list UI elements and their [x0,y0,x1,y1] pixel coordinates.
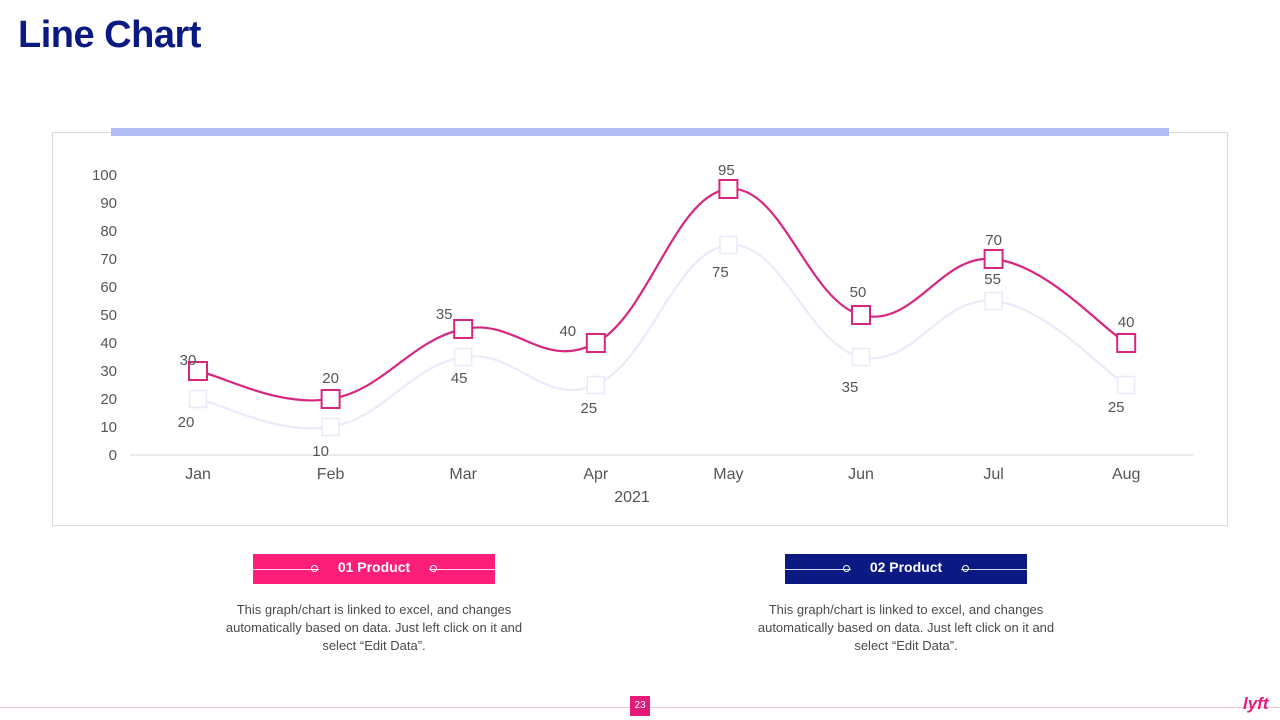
product-1-right-dot [430,565,437,572]
series-marker [983,249,1004,269]
y-tick-label: 20 [100,391,117,408]
series-marker [984,291,1003,311]
series-marker [321,417,340,437]
data-label: 75 [712,264,729,281]
series-marker [1116,333,1137,353]
product-2-badge: 02 Product [785,554,1027,584]
series-marker [851,347,871,367]
product-2-left-dot [843,565,850,572]
x-tick-label: May [713,466,743,483]
y-tick-label: 70 [100,251,117,268]
series-1 [188,179,1137,409]
x-axis: Jan Feb Mar Apr May Jun Jul Aug 2021 [130,454,1193,506]
product-2-right-dot [962,565,969,572]
y-tick-label: 40 [100,335,117,352]
x-tick-label: Jan [185,466,211,483]
y-axis: 0 10 20 30 40 50 60 70 80 90 100 [92,167,117,464]
x-tick-label: Jun [848,466,874,483]
lyft-logo-text: lyft [1243,694,1270,713]
product-2-description: This graph/chart is linked to excel, and… [757,602,1055,653]
product-1-description: This graph/chart is linked to excel, and… [225,602,523,653]
product-1-badge: 01 Product [253,554,495,584]
chart-accent-bar [111,128,1169,136]
product-1-left-dot [311,565,318,572]
y-tick-label: 90 [100,195,117,212]
y-tick-label: 60 [100,279,117,296]
series-marker [453,347,473,367]
y-tick-label: 50 [100,307,117,324]
data-label: 35 [842,379,859,396]
y-tick-label: 10 [100,419,117,436]
series-line [197,187,1127,402]
series-marker [719,235,738,255]
data-label: 10 [312,443,329,460]
data-labels: 30 20 35 40 95 50 70 40 20 10 45 25 75 35 55 25 [178,162,1135,460]
series-marker [1116,375,1136,395]
x-axis-title: 2021 [614,489,650,506]
data-label: 35 [436,306,453,323]
y-tick-label: 100 [92,167,117,184]
data-label: 40 [559,323,576,340]
lyft-logo: lyft [1243,694,1270,713]
data-label: 70 [985,232,1002,249]
series-marker [718,179,739,199]
data-label: 25 [1108,399,1125,416]
page-title: Line Chart [18,14,201,56]
series-marker [188,389,208,409]
data-label: 50 [850,284,867,301]
data-label: 95 [718,162,735,179]
x-tick-label: Mar [449,466,477,483]
product-2-label: 02 Product [869,559,943,575]
series-marker [188,361,208,381]
data-label: 55 [984,271,1001,288]
data-label: 20 [322,370,339,387]
series-marker [851,305,871,325]
series-group [188,179,1137,437]
data-label: 30 [180,352,197,369]
x-tick-label: Aug [1112,466,1140,483]
series-marker [453,319,474,339]
x-tick-label: Jul [983,466,1003,483]
y-tick-label: 0 [109,447,117,464]
series-line [197,243,1127,430]
x-tick-label: Feb [317,466,345,483]
page-number: 23 [630,696,650,716]
data-label: 25 [580,400,597,417]
product-1-label: 01 Product [337,559,411,575]
data-label: 45 [451,370,468,387]
series-marker [586,375,606,395]
y-tick-label: 80 [100,223,117,240]
series-marker [585,333,606,353]
y-tick-label: 30 [100,363,117,380]
series-2 [188,235,1136,437]
x-tick-label: Apr [583,466,609,483]
series-marker [320,389,341,409]
data-label: 40 [1118,314,1135,331]
data-label: 20 [178,414,195,431]
